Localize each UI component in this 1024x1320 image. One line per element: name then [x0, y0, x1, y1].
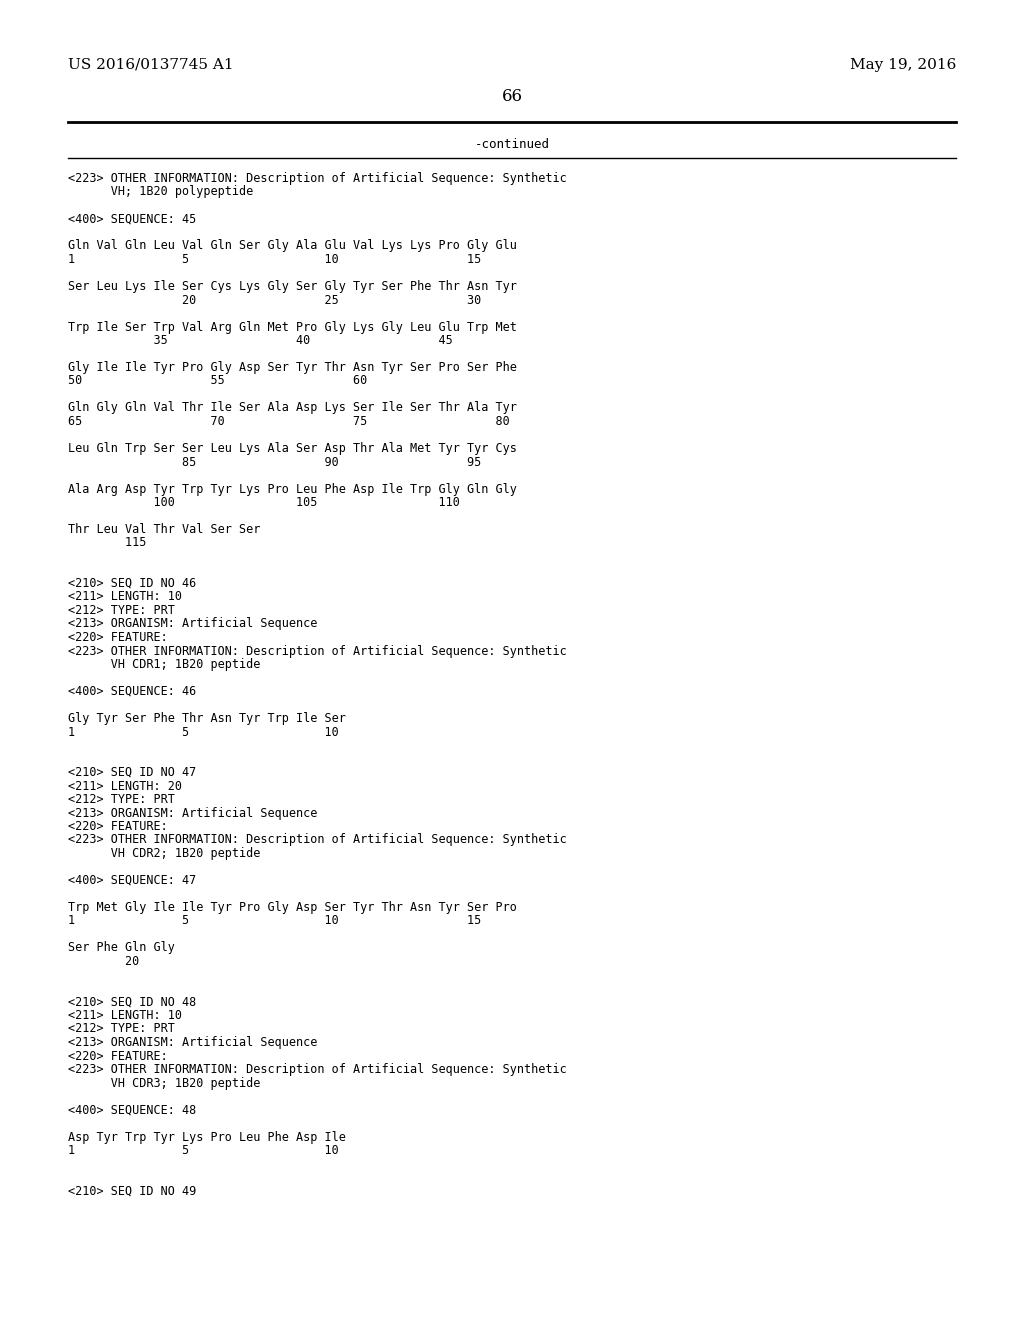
Text: <213> ORGANISM: Artificial Sequence: <213> ORGANISM: Artificial Sequence	[68, 807, 317, 820]
Text: <223> OTHER INFORMATION: Description of Artificial Sequence: Synthetic: <223> OTHER INFORMATION: Description of …	[68, 1063, 566, 1076]
Text: <213> ORGANISM: Artificial Sequence: <213> ORGANISM: Artificial Sequence	[68, 1036, 317, 1049]
Text: Ala Arg Asp Tyr Trp Tyr Lys Pro Leu Phe Asp Ile Trp Gly Gln Gly: Ala Arg Asp Tyr Trp Tyr Lys Pro Leu Phe …	[68, 483, 517, 495]
Text: 65                  70                  75                  80: 65 70 75 80	[68, 414, 510, 428]
Text: US 2016/0137745 A1: US 2016/0137745 A1	[68, 58, 233, 73]
Text: <211> LENGTH: 10: <211> LENGTH: 10	[68, 590, 182, 603]
Text: <223> OTHER INFORMATION: Description of Artificial Sequence: Synthetic: <223> OTHER INFORMATION: Description of …	[68, 833, 566, 846]
Text: <213> ORGANISM: Artificial Sequence: <213> ORGANISM: Artificial Sequence	[68, 618, 317, 631]
Text: May 19, 2016: May 19, 2016	[850, 58, 956, 73]
Text: 1               5                   10                  15: 1 5 10 15	[68, 253, 481, 267]
Text: VH CDR1; 1B20 peptide: VH CDR1; 1B20 peptide	[68, 657, 260, 671]
Text: Gly Tyr Ser Phe Thr Asn Tyr Trp Ile Ser: Gly Tyr Ser Phe Thr Asn Tyr Trp Ile Ser	[68, 711, 346, 725]
Text: <223> OTHER INFORMATION: Description of Artificial Sequence: Synthetic: <223> OTHER INFORMATION: Description of …	[68, 172, 566, 185]
Text: <400> SEQUENCE: 47: <400> SEQUENCE: 47	[68, 874, 197, 887]
Text: 85                  90                  95: 85 90 95	[68, 455, 481, 469]
Text: <220> FEATURE:: <220> FEATURE:	[68, 1049, 168, 1063]
Text: 1               5                   10                  15: 1 5 10 15	[68, 915, 481, 928]
Text: 115: 115	[68, 536, 146, 549]
Text: <211> LENGTH: 10: <211> LENGTH: 10	[68, 1008, 182, 1022]
Text: 20: 20	[68, 954, 139, 968]
Text: Gln Val Gln Leu Val Gln Ser Gly Ala Glu Val Lys Lys Pro Gly Glu: Gln Val Gln Leu Val Gln Ser Gly Ala Glu …	[68, 239, 517, 252]
Text: <400> SEQUENCE: 48: <400> SEQUENCE: 48	[68, 1104, 197, 1117]
Text: <212> TYPE: PRT: <212> TYPE: PRT	[68, 605, 175, 616]
Text: <210> SEQ ID NO 48: <210> SEQ ID NO 48	[68, 995, 197, 1008]
Text: VH; 1B20 polypeptide: VH; 1B20 polypeptide	[68, 186, 253, 198]
Text: <211> LENGTH: 20: <211> LENGTH: 20	[68, 780, 182, 792]
Text: 20                  25                  30: 20 25 30	[68, 293, 481, 306]
Text: <220> FEATURE:: <220> FEATURE:	[68, 820, 168, 833]
Text: <400> SEQUENCE: 46: <400> SEQUENCE: 46	[68, 685, 197, 698]
Text: Gly Ile Ile Tyr Pro Gly Asp Ser Tyr Thr Asn Tyr Ser Pro Ser Phe: Gly Ile Ile Tyr Pro Gly Asp Ser Tyr Thr …	[68, 360, 517, 374]
Text: 1               5                   10: 1 5 10	[68, 726, 339, 738]
Text: <210> SEQ ID NO 46: <210> SEQ ID NO 46	[68, 577, 197, 590]
Text: 35                  40                  45: 35 40 45	[68, 334, 453, 347]
Text: <210> SEQ ID NO 47: <210> SEQ ID NO 47	[68, 766, 197, 779]
Text: Trp Ile Ser Trp Val Arg Gln Met Pro Gly Lys Gly Leu Glu Trp Met: Trp Ile Ser Trp Val Arg Gln Met Pro Gly …	[68, 321, 517, 334]
Text: Ser Phe Gln Gly: Ser Phe Gln Gly	[68, 941, 175, 954]
Text: VH CDR2; 1B20 peptide: VH CDR2; 1B20 peptide	[68, 847, 260, 861]
Text: <220> FEATURE:: <220> FEATURE:	[68, 631, 168, 644]
Text: <212> TYPE: PRT: <212> TYPE: PRT	[68, 793, 175, 807]
Text: 66: 66	[502, 88, 522, 106]
Text: Thr Leu Val Thr Val Ser Ser: Thr Leu Val Thr Val Ser Ser	[68, 523, 260, 536]
Text: Trp Met Gly Ile Ile Tyr Pro Gly Asp Ser Tyr Thr Asn Tyr Ser Pro: Trp Met Gly Ile Ile Tyr Pro Gly Asp Ser …	[68, 902, 517, 913]
Text: Ser Leu Lys Ile Ser Cys Lys Gly Ser Gly Tyr Ser Phe Thr Asn Tyr: Ser Leu Lys Ile Ser Cys Lys Gly Ser Gly …	[68, 280, 517, 293]
Text: 100                 105                 110: 100 105 110	[68, 496, 460, 510]
Text: Asp Tyr Trp Tyr Lys Pro Leu Phe Asp Ile: Asp Tyr Trp Tyr Lys Pro Leu Phe Asp Ile	[68, 1130, 346, 1143]
Text: <400> SEQUENCE: 45: <400> SEQUENCE: 45	[68, 213, 197, 226]
Text: <223> OTHER INFORMATION: Description of Artificial Sequence: Synthetic: <223> OTHER INFORMATION: Description of …	[68, 644, 566, 657]
Text: 50                  55                  60: 50 55 60	[68, 375, 368, 388]
Text: 1               5                   10: 1 5 10	[68, 1144, 339, 1158]
Text: -continued: -continued	[474, 139, 550, 150]
Text: <210> SEQ ID NO 49: <210> SEQ ID NO 49	[68, 1184, 197, 1197]
Text: Leu Gln Trp Ser Ser Leu Lys Ala Ser Asp Thr Ala Met Tyr Tyr Cys: Leu Gln Trp Ser Ser Leu Lys Ala Ser Asp …	[68, 442, 517, 455]
Text: Gln Gly Gln Val Thr Ile Ser Ala Asp Lys Ser Ile Ser Thr Ala Tyr: Gln Gly Gln Val Thr Ile Ser Ala Asp Lys …	[68, 401, 517, 414]
Text: <212> TYPE: PRT: <212> TYPE: PRT	[68, 1023, 175, 1035]
Text: VH CDR3; 1B20 peptide: VH CDR3; 1B20 peptide	[68, 1077, 260, 1089]
